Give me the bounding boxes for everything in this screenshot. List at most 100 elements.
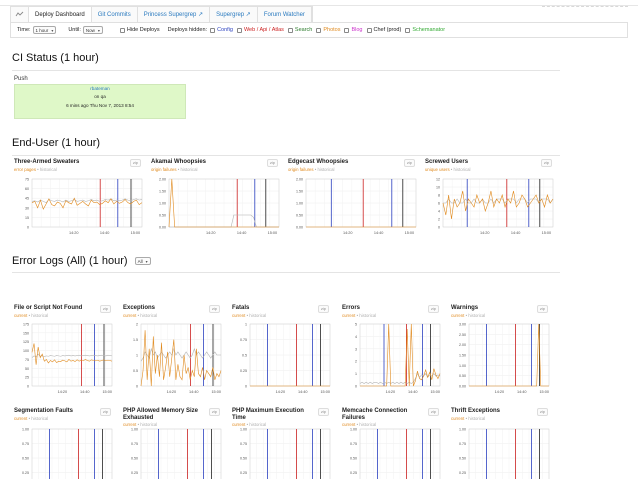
errorlog-legend-3: current • historical	[342, 313, 376, 318]
enduser-zip-button-0[interactable]: zip	[130, 159, 141, 167]
nav-tabs: Deploy Dashboard Git Commits Princess Su…	[10, 6, 313, 22]
tab-git-commits[interactable]: Git Commits	[92, 7, 138, 22]
deploy-filter-checkbox-3[interactable]	[316, 27, 322, 33]
enduser-legend-2: origin failures • historical	[288, 167, 334, 172]
errorlog-chart-4: 3.00 2.50 2.00 1.50 1.00 0.50 0.00 14:20 14:40 15…	[459, 323, 550, 394]
errorlog2-chart-4: 1.00 0.75 0.50 0.25	[459, 428, 550, 479]
y-tick-label: 1.00	[350, 428, 357, 432]
series-line	[442, 190, 554, 220]
errorlog2-title-2: PHP Maximum Execution Time	[232, 408, 304, 421]
errorlog-title-1: Exceptions	[123, 305, 156, 311]
errorlog-zip-button-2[interactable]: zip	[318, 305, 329, 313]
until-select[interactable]: Now ▾	[82, 26, 103, 34]
y-tick-label: 4	[438, 210, 440, 214]
legend-separator: •	[176, 167, 181, 172]
tab-forum-watcher[interactable]: Forum Watcher	[258, 7, 312, 22]
errorlog-legend-historical-0: historical	[31, 313, 49, 318]
legend-separator: •	[136, 313, 141, 318]
enduser-chart-2: 2.00 1.50 1.00 0.50 0.00 14:20 14:40 15:00	[296, 178, 417, 235]
plot-frame	[31, 428, 113, 479]
enduser-zip-button-2[interactable]: zip	[404, 159, 415, 167]
errorlog2-title-4: Thrift Exceptions	[451, 408, 501, 414]
enduser-legend-current-0: error pages	[14, 167, 36, 172]
y-tick-label: 0.50	[459, 457, 466, 461]
enduser-zip-button-1[interactable]: zip	[267, 159, 278, 167]
errorlog2-legend-historical-4: historical	[468, 416, 486, 421]
home-logo-icon[interactable]	[11, 7, 29, 22]
errorlog2-zip-button-1[interactable]: zip	[209, 408, 220, 416]
legend-separator: •	[355, 313, 360, 318]
errorlog-zip-button-1[interactable]: zip	[209, 305, 220, 313]
legend-separator: •	[27, 416, 32, 421]
errorlog-legend-current-0: current	[14, 313, 28, 318]
x-tick-label: 14:40	[237, 231, 247, 235]
x-tick-label: 14:40	[517, 390, 527, 394]
legend-separator: •	[27, 313, 32, 318]
y-tick-label: 1.00	[240, 428, 247, 432]
errorlog-zip-button-4[interactable]: zip	[537, 305, 548, 313]
tab-supergrep[interactable]: Supergrep ↗	[210, 7, 258, 22]
enduser-title-2: Edgecast Whoopsies	[288, 159, 349, 165]
x-tick-label: 14:20	[495, 390, 505, 394]
errorlog2-zip-button-2[interactable]: zip	[318, 408, 329, 416]
y-tick-label: 15	[25, 216, 29, 220]
deploy-filter-checkbox-1[interactable]	[236, 27, 242, 33]
y-tick-label: 0	[438, 226, 440, 230]
errorlog-zip-button-3[interactable]: zip	[428, 305, 439, 313]
y-tick-label: 3.00	[459, 323, 466, 327]
x-tick-label: 14:20	[58, 390, 68, 394]
x-tick-label: 14:20	[386, 390, 396, 394]
deploy-filter-label-0: Config	[217, 27, 233, 33]
errorlog2-zip-button-3[interactable]: zip	[428, 408, 439, 416]
errorlog2-title-3: Memcache Connection Failures	[342, 408, 408, 421]
plot-frame	[468, 428, 550, 479]
series-line	[31, 198, 143, 204]
x-tick-label: 15:00	[268, 231, 278, 235]
errorlog2-legend-4: current • historical	[451, 416, 485, 421]
errorlog2-zip-button-4[interactable]: zip	[537, 408, 548, 416]
time-select[interactable]: 1 hour ▾	[32, 26, 57, 34]
deploy-filter-checkbox-0[interactable]	[210, 27, 216, 33]
enduser-zip-button-3[interactable]: zip	[541, 159, 552, 167]
enduser-legend-historical-2: historical	[317, 167, 335, 172]
enduser-legend-current-1: origin failures	[151, 167, 177, 172]
ci-author[interactable]: rbateman	[90, 86, 110, 91]
y-tick-label: 0.25	[131, 471, 138, 475]
tab-deploy-dashboard[interactable]: Deploy Dashboard	[29, 7, 92, 22]
enduser-legend-1: origin failures • historical	[151, 167, 197, 172]
errorlog-zip-button-0[interactable]: zip	[100, 305, 111, 313]
error-logs-heading: Error Logs (All) (1 hour) All ▾	[12, 255, 151, 267]
legend-separator: •	[245, 313, 250, 318]
y-tick-label: 60	[25, 187, 29, 191]
errorlog2-chart-3: 1.00 0.75 0.50 0.25	[350, 428, 441, 479]
chevron-down-icon: ▾	[145, 258, 148, 264]
deploy-type-filters: Config Web / Api / Atlas Search Photos Blog C…	[207, 27, 446, 33]
y-tick-label: 50	[25, 367, 29, 371]
y-tick-label: 0.50	[240, 457, 247, 461]
legend-separator: •	[35, 167, 40, 172]
deploy-filter-checkbox-2[interactable]	[287, 27, 293, 33]
y-tick-label: 0.75	[240, 338, 247, 342]
errorlog-legend-current-1: current	[123, 313, 137, 318]
tab-princess-supergrep[interactable]: Princess Supergrep ↗	[138, 7, 211, 22]
hide-deploys-checkbox[interactable]	[119, 27, 125, 33]
y-tick-label: 2.00	[296, 178, 303, 182]
deploy-filter-checkbox-6[interactable]	[405, 27, 411, 33]
section-divider	[12, 272, 560, 273]
deploy-filter-checkbox-5[interactable]	[366, 27, 372, 33]
ci-environment: on qa	[94, 94, 106, 100]
ci-build-card[interactable]: rbateman on qa 6 mins ago Thu Nov 7, 201…	[14, 84, 186, 119]
errorlog2-zip-button-0[interactable]: zip	[100, 408, 111, 416]
series-line	[469, 323, 549, 387]
errorlog-chart-1: 2 1.5 1 0.5 0 14:20 14:40 15:00	[133, 323, 222, 394]
y-tick-label: 0	[136, 385, 138, 389]
error-logs-filter-select[interactable]: All ▾	[134, 257, 151, 266]
deploy-filter-checkbox-4[interactable]	[344, 27, 350, 33]
y-tick-label: 150	[23, 331, 29, 335]
time-label: Time:	[17, 27, 31, 33]
series-line	[31, 343, 113, 365]
series-line	[140, 330, 222, 387]
x-tick-label: 14:40	[298, 390, 308, 394]
errorlog2-title-1: PHP Allowed Memory Size Exhausted	[123, 408, 199, 421]
errorlog2-legend-current-0: current	[14, 416, 28, 421]
